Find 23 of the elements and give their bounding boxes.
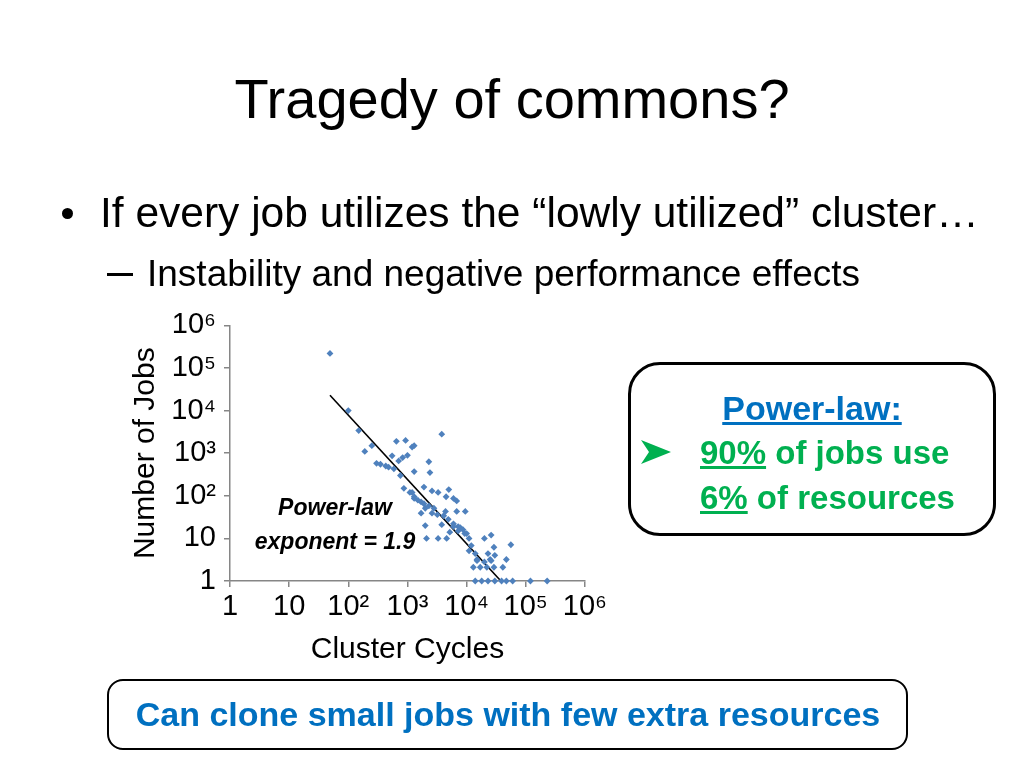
- chart-title: Tragedy of commons?: [233, 66, 791, 132]
- x-axis-title: Cluster Cycles: [310, 631, 505, 665]
- text: Can clone small jobs with few extra resources: [134, 694, 882, 735]
- text: 90% of jobs use 6% of resources: [700, 433, 956, 518]
- x-tick-label: 10⁴: [444, 589, 489, 622]
- text: Power-law:: [721, 388, 903, 429]
- x-tick-label: 10: [273, 589, 306, 622]
- y-tick-label: 10⁴: [171, 392, 216, 425]
- x-tick-label: 10⁵: [503, 589, 548, 622]
- annotation: Power-law exponent = 1.9: [253, 493, 417, 556]
- x-tick-label: 10²: [327, 589, 370, 622]
- text: Instability and negative performance effects: [147, 252, 861, 296]
- y-tick-label: 10⁶: [171, 307, 216, 340]
- y-tick-label: 1: [199, 563, 216, 595]
- x-tick-label: 1: [221, 589, 239, 622]
- y-tick-label: 10⁵: [171, 350, 216, 382]
- chart-subtitle: If every job utilizes the “lowly utilized” cluster…: [100, 188, 979, 238]
- y-axis-title: Number of Jobs: [127, 347, 161, 560]
- y-tick-label: 10²: [174, 477, 217, 510]
- x-tick-label: 10³: [386, 589, 429, 622]
- x-tick-label: 10⁶: [562, 589, 607, 622]
- y-tick-label: 10: [183, 520, 216, 553]
- y-tick-label: 10³: [174, 435, 217, 468]
